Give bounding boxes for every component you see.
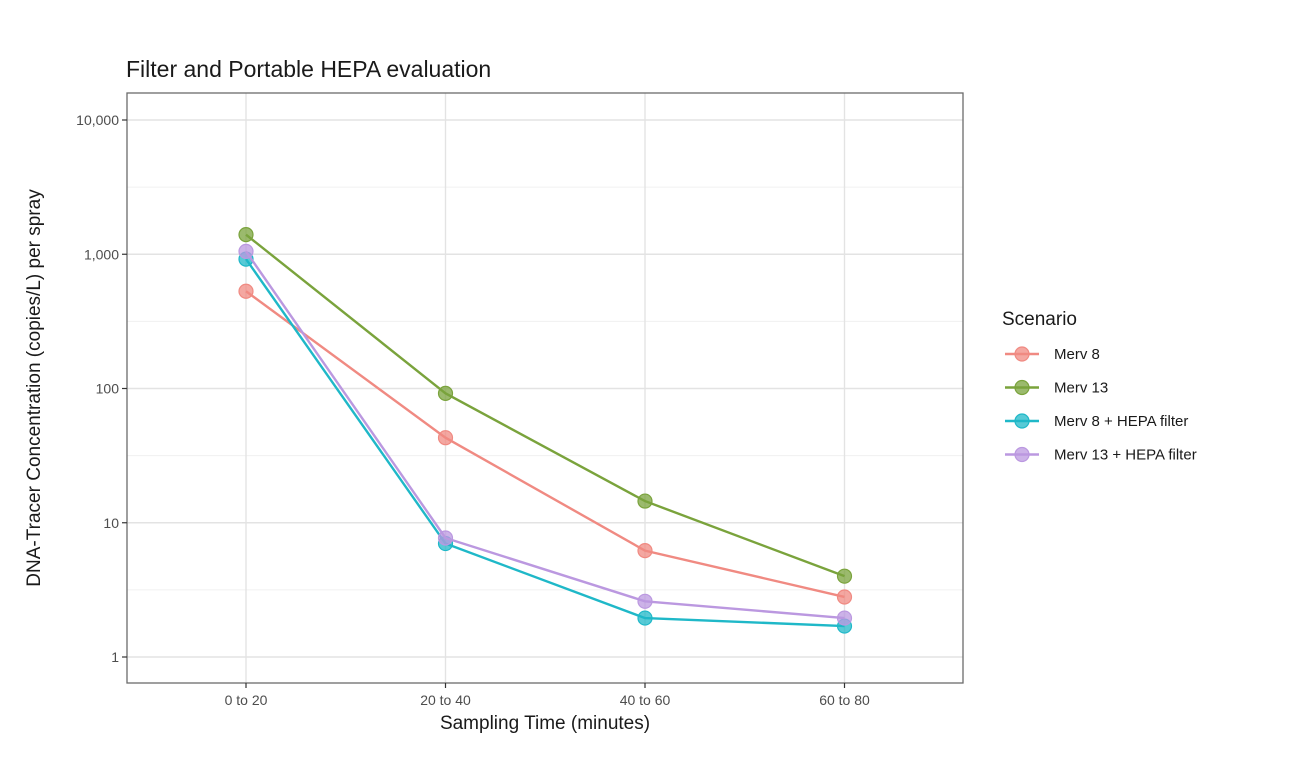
legend-key-point bbox=[1014, 446, 1030, 463]
series-1 bbox=[238, 227, 853, 584]
data-point bbox=[238, 243, 254, 260]
legend-key-point bbox=[1014, 379, 1030, 396]
y-axis-title: DNA-Tracer Concentration (copies/L) per … bbox=[24, 189, 45, 587]
x-tick-label: 20 to 40 bbox=[420, 692, 471, 708]
legend: Scenario Merv 8 Merv 13 Merv 8 + HEPA filt… bbox=[1002, 309, 1197, 464]
y-axis: 1 10 100 1,000 10,000 bbox=[76, 112, 127, 665]
data-point bbox=[637, 493, 653, 509]
data-point bbox=[437, 430, 454, 446]
series-3 bbox=[238, 243, 853, 626]
legend-label: Merv 8 bbox=[1054, 346, 1100, 363]
x-tick-label: 60 to 80 bbox=[819, 692, 870, 708]
x-tick-label: 0 to 20 bbox=[225, 692, 268, 708]
data-point bbox=[437, 530, 454, 546]
y-tick-label: 10 bbox=[103, 515, 119, 531]
data-point bbox=[437, 385, 454, 401]
y-tick-label: 1 bbox=[111, 649, 119, 665]
y-tick-label: 1,000 bbox=[84, 246, 119, 262]
legend-item: Merv 8 + HEPA filter bbox=[1005, 413, 1188, 430]
data-point bbox=[238, 283, 254, 299]
legend-item: Merv 8 bbox=[1005, 346, 1100, 363]
data-point bbox=[836, 589, 853, 605]
data-point bbox=[836, 568, 853, 584]
data-point bbox=[637, 543, 653, 559]
legend-label: Merv 13 + HEPA filter bbox=[1054, 447, 1197, 464]
legend-title: Scenario bbox=[1002, 309, 1077, 330]
chart-title: Filter and Portable HEPA evaluation bbox=[126, 56, 491, 82]
x-axis-title: Sampling Time (minutes) bbox=[440, 713, 650, 734]
legend-label: Merv 8 + HEPA filter bbox=[1054, 413, 1188, 430]
legend-label: Merv 13 bbox=[1054, 380, 1108, 397]
y-tick-label: 10,000 bbox=[76, 112, 119, 128]
x-axis: 0 to 20 20 to 40 40 to 60 60 to 80 bbox=[225, 683, 870, 708]
y-tick-label: 100 bbox=[96, 381, 120, 397]
x-tick-label: 40 to 60 bbox=[620, 692, 671, 708]
plot-area bbox=[126, 92, 964, 684]
series-line bbox=[245, 233, 845, 578]
series-0 bbox=[238, 283, 853, 605]
data-point bbox=[637, 593, 653, 609]
legend-item: Merv 13 + HEPA filter bbox=[1005, 447, 1197, 464]
series-line bbox=[245, 250, 845, 620]
legend-key-point bbox=[1014, 346, 1030, 362]
series-line bbox=[245, 290, 845, 599]
data-point bbox=[836, 610, 853, 626]
series-line bbox=[245, 258, 845, 628]
data-point bbox=[238, 227, 254, 243]
legend-key-point bbox=[1014, 413, 1030, 429]
data-point bbox=[637, 610, 653, 626]
legend-item: Merv 13 bbox=[1005, 380, 1108, 397]
